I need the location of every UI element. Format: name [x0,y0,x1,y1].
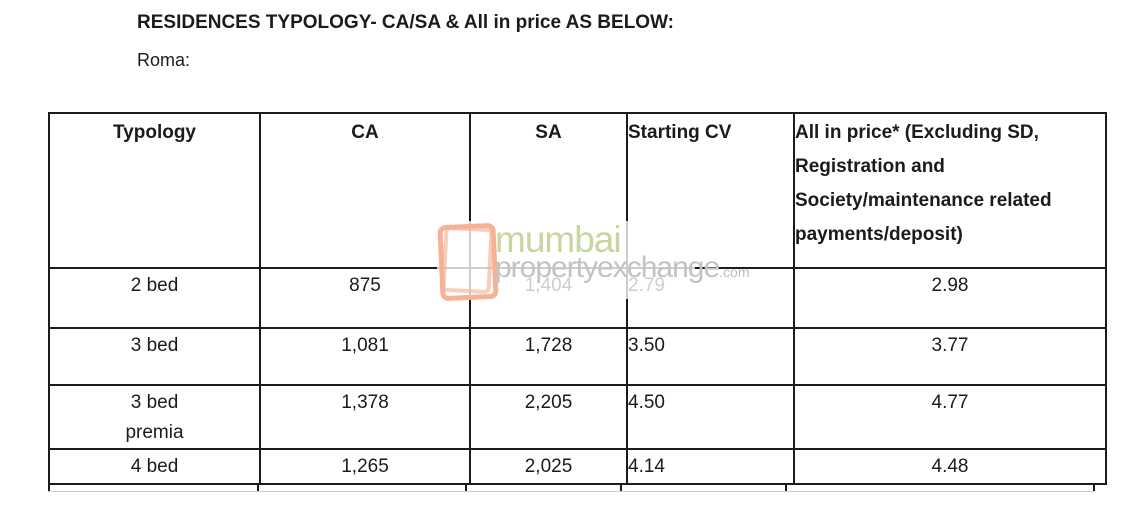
cell-typology: 3 bed premia [48,384,261,450]
cutoff-row-border [620,485,622,491]
header-cell-ca: CA [259,112,471,269]
cell-typology: 4 bed [48,448,261,485]
header-cell-typology: Typology [48,112,261,269]
page-title: RESIDENCES TYPOLOGY- CA/SA & All in pric… [137,12,674,33]
table-row: 3 bed premia 1,378 2,205 4.50 4.77 [48,384,1107,450]
cell-sa: 2,205 [469,384,628,450]
cell-starting-cv: 2.79 [626,267,795,329]
residences-pricing-table: Typology CA SA Starting CV All in price*… [48,112,1107,485]
cell-sa: 1,728 [469,327,628,386]
cell-sa: 2,025 [469,448,628,485]
header-cell-all-in-price: All in price* (Excluding SD, Registratio… [793,112,1107,269]
cutoff-row-border [785,485,787,491]
cell-starting-cv: 3.50 [626,327,795,386]
cell-all-in-price: 4.48 [793,448,1107,485]
cell-sa: 1,404 [469,267,628,329]
cell-starting-cv: 4.50 [626,384,795,450]
cell-ca: 875 [259,267,471,329]
cell-ca: 1,081 [259,327,471,386]
table-header-row: Typology CA SA Starting CV All in price*… [48,112,1107,269]
page-subtitle: Roma: [137,50,191,70]
header-cell-sa: SA [469,112,628,269]
table-row: 2 bed 875 1,404 2.79 2.98 [48,267,1107,329]
cutoff-row-border [257,485,259,491]
cutoff-row-line [48,491,1095,492]
cell-all-in-price: 3.77 [793,327,1107,386]
cutoff-row-border [465,485,467,491]
cell-typology: 3 bed [48,327,261,386]
cell-starting-cv: 4.14 [626,448,795,485]
cutoff-row-border [48,485,50,491]
cell-all-in-price: 4.77 [793,384,1107,450]
table-row: 3 bed 1,081 1,728 3.50 3.77 [48,327,1107,386]
cell-ca: 1,265 [259,448,471,485]
header-cell-starting-cv: Starting CV [626,112,795,269]
cell-typology: 2 bed [48,267,261,329]
cutoff-row-border [1093,485,1095,491]
cell-all-in-price: 2.98 [793,267,1107,329]
table-row: 4 bed 1,265 2,025 4.14 4.48 [48,448,1107,485]
cell-ca: 1,378 [259,384,471,450]
